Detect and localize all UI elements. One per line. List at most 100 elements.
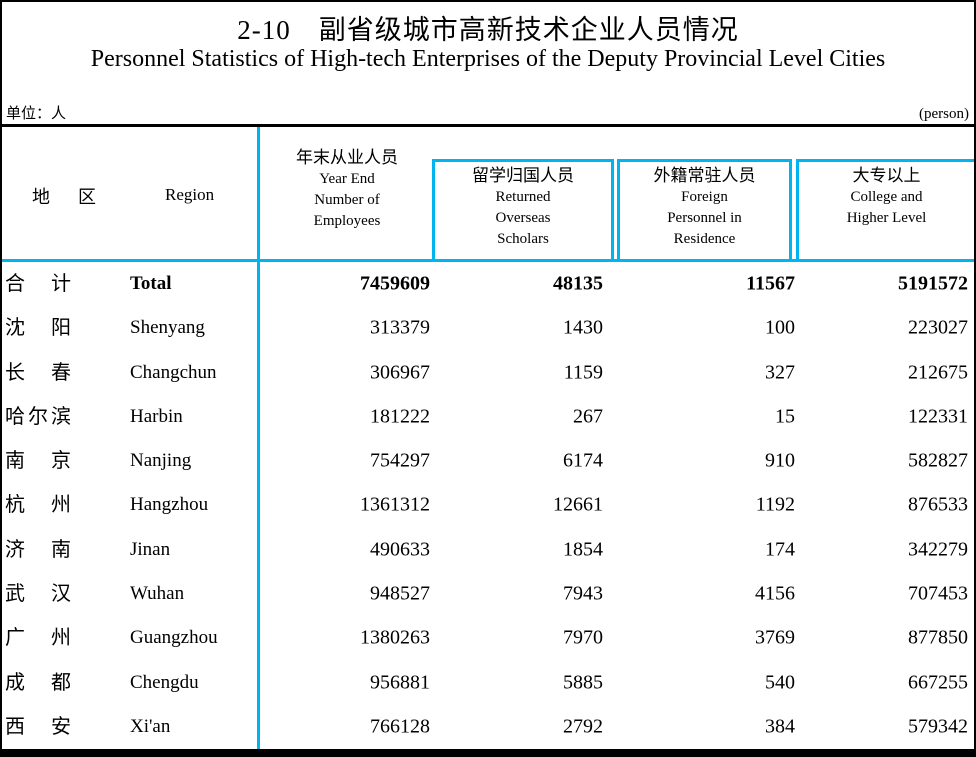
data-table: 地 区 Region 年末从业人员 Year End Number of Emp… xyxy=(2,124,974,755)
column-divider-line xyxy=(257,127,260,749)
value-cell: 384 xyxy=(765,715,795,738)
header-label-en: Returned xyxy=(495,189,551,205)
value-cell: 5191572 xyxy=(898,272,968,295)
value-cell: 11567 xyxy=(746,272,795,295)
region-name-zh: 成都 xyxy=(5,673,71,693)
value-cell: 1854 xyxy=(563,538,603,561)
region-name-zh-char: 春 xyxy=(51,361,71,384)
table-body: 合计 Total 7459609 48135 11567 5191572 沈阳 Shenyan… xyxy=(2,262,974,749)
value-cell: 876533 xyxy=(908,493,968,516)
region-name-zh: 武汉 xyxy=(5,584,71,604)
value-cell: 342279 xyxy=(908,538,968,561)
region-name-zh-char: 州 xyxy=(51,494,71,517)
value-cell: 582827 xyxy=(908,449,968,472)
region-name-en: Xi'an xyxy=(130,715,171,737)
value-cell: 948527 xyxy=(370,582,430,605)
region-header-en: Region xyxy=(165,185,215,204)
value-cell: 7943 xyxy=(563,582,603,605)
value-cell: 1361312 xyxy=(360,493,430,516)
region-name-en: Jinan xyxy=(130,538,171,560)
value-cell: 267 xyxy=(573,405,603,428)
region-name-zh-char: 武 xyxy=(5,582,25,605)
table-row: 广州 Guangzhou 1380263 7970 3769 877850 xyxy=(2,616,974,660)
unit-row: 单位：人 (person) xyxy=(6,102,969,123)
value-cell: 956881 xyxy=(370,671,430,694)
region-name-zh: 哈尔滨 xyxy=(5,407,71,427)
region-name-zh: 西安 xyxy=(5,717,71,737)
table-header: 地 区 Region 年末从业人员 Year End Number of Emp… xyxy=(2,127,974,262)
region-name-zh-char: 阳 xyxy=(51,317,71,340)
value-cell: 212675 xyxy=(908,361,968,384)
column-header-foreign-personnel: 外籍常驻人员 Foreign Personnel in Residence xyxy=(617,159,792,262)
table-row: 济南 Jinan 490633 1854 174 342279 xyxy=(2,528,974,572)
header-label-en: Foreign xyxy=(681,189,728,205)
header-label-zh: 年末从业人员 xyxy=(296,148,398,167)
region-name-zh: 南京 xyxy=(5,451,71,471)
column-header-returned-overseas-scholars: 留学归国人员 Returned Overseas Scholars xyxy=(432,159,614,262)
region-name-zh: 杭州 xyxy=(5,495,71,515)
region-name-zh: 济南 xyxy=(5,540,71,560)
table-row: 哈尔滨 Harbin 181222 267 15 122331 xyxy=(2,395,974,439)
region-name-zh-char: 计 xyxy=(51,273,71,296)
value-cell: 306967 xyxy=(370,361,430,384)
value-cell: 1159 xyxy=(563,361,603,384)
region-name-zh-char: 安 xyxy=(51,715,71,738)
value-cell: 707453 xyxy=(908,582,968,605)
value-cell: 877850 xyxy=(908,626,968,649)
header-label-en: Overseas xyxy=(495,210,551,226)
region-name-zh-char: 都 xyxy=(51,671,71,694)
region-name-zh-char: 滨 xyxy=(51,405,71,428)
region-name-zh-char: 南 xyxy=(5,450,25,473)
value-cell: 7970 xyxy=(563,626,603,649)
header-label-en: Year End xyxy=(319,171,375,187)
region-name-en: Chengdu xyxy=(130,671,199,693)
unit-label: 单位：人 xyxy=(6,106,67,122)
header-label-zh: 外籍常驻人员 xyxy=(653,166,756,185)
value-cell: 1192 xyxy=(755,493,795,516)
value-cell: 540 xyxy=(765,671,795,694)
region-name-zh: 长春 xyxy=(5,363,71,383)
value-cell: 3769 xyxy=(755,626,795,649)
value-cell: 2792 xyxy=(563,715,603,738)
value-cell: 313379 xyxy=(370,316,430,339)
region-name-zh: 广州 xyxy=(5,628,71,648)
value-cell: 15 xyxy=(775,405,795,428)
header-label-en: Higher Level xyxy=(846,210,927,226)
region-name-zh-char: 沈 xyxy=(5,317,25,340)
value-cell: 766128 xyxy=(370,715,430,738)
region-name-zh-char: 哈 xyxy=(5,405,25,428)
value-cell: 4156 xyxy=(755,582,795,605)
region-name-zh-char: 长 xyxy=(5,361,25,384)
header-label-en: Number of xyxy=(314,192,380,208)
header-label-en: Scholars xyxy=(497,231,549,247)
value-cell: 1380263 xyxy=(360,626,430,649)
region-name-en: Harbin xyxy=(130,405,183,427)
value-cell: 579342 xyxy=(908,715,968,738)
value-cell: 1430 xyxy=(563,316,603,339)
value-cell: 5885 xyxy=(563,671,603,694)
region-name-en: Wuhan xyxy=(130,582,185,604)
value-cell: 327 xyxy=(765,361,795,384)
value-cell: 667255 xyxy=(908,671,968,694)
value-cell: 122331 xyxy=(908,405,968,428)
page-title-english: Personnel Statistics of High-tech Enterp… xyxy=(90,46,886,72)
region-name-en: Nanjing xyxy=(130,450,192,472)
region-name-en: Hangzhou xyxy=(130,494,209,516)
region-name-zh-char: 尔 xyxy=(28,405,48,428)
region-name-zh-char: 京 xyxy=(51,450,71,473)
column-header-region: 地 区 Region xyxy=(2,127,257,259)
region-name-en: Changchun xyxy=(130,361,217,383)
column-header-college-and-higher: 大专以上 College and Higher Level xyxy=(796,159,974,262)
region-header-zh: 区 xyxy=(78,187,96,207)
region-name-zh: 沈阳 xyxy=(5,318,71,338)
region-name-zh-char: 杭 xyxy=(5,494,25,517)
value-cell: 223027 xyxy=(908,316,968,339)
region-header-zh: 地 xyxy=(32,187,50,207)
region-name-en: Total xyxy=(130,273,172,295)
header-label-zh: 大专以上 xyxy=(852,166,921,185)
value-cell: 910 xyxy=(765,449,795,472)
region-name-en: Shenyang xyxy=(130,317,205,339)
value-cell: 181222 xyxy=(370,405,430,428)
header-label-en: Employees xyxy=(313,213,381,229)
